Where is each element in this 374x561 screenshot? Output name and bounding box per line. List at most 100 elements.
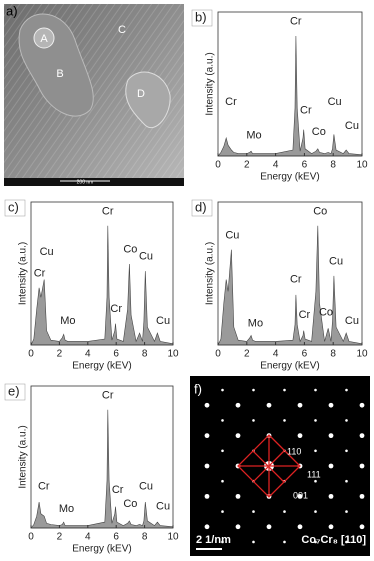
phase-label: Co₇Cr₈ [110] bbox=[301, 534, 366, 546]
plot-frame bbox=[217, 11, 363, 157]
diffraction-spot bbox=[204, 463, 210, 469]
spectrum bbox=[217, 225, 363, 346]
region-label: D bbox=[137, 88, 145, 100]
diffraction-spot bbox=[266, 524, 272, 530]
x-tick-label: 0 bbox=[215, 349, 221, 360]
peak-label: Cr bbox=[299, 309, 311, 321]
region-label: B bbox=[56, 68, 63, 80]
scale-bar-label: 2 1/nm bbox=[196, 534, 231, 546]
peak-label: Cu bbox=[345, 120, 359, 132]
diffraction-spot bbox=[252, 510, 255, 513]
diffraction-spot bbox=[314, 419, 317, 422]
spot-label: 001 bbox=[293, 490, 308, 500]
x-tick-label: 2 bbox=[244, 349, 250, 360]
diffraction-spot bbox=[328, 524, 334, 530]
panel-label: e) bbox=[8, 383, 20, 398]
x-axis-label: Energy (kEV) bbox=[260, 361, 319, 372]
diffraction-spot bbox=[359, 493, 365, 499]
diffraction-spot bbox=[204, 402, 210, 408]
peak-label: Co bbox=[319, 307, 333, 319]
x-tick-label: 0 bbox=[215, 160, 221, 171]
panel-label: d) bbox=[195, 199, 207, 214]
peak-label: Cr bbox=[102, 389, 114, 401]
peak-label: Cr bbox=[112, 484, 124, 496]
diffraction-spot bbox=[283, 510, 286, 513]
peak-label: Cu bbox=[156, 501, 170, 513]
diffraction-spot bbox=[221, 479, 224, 483]
diffraction-spot bbox=[221, 419, 224, 422]
x-tick-label: 8 bbox=[330, 349, 336, 360]
diffraction-spot bbox=[345, 449, 348, 453]
diffraction-spot bbox=[283, 388, 286, 392]
diffraction-spot bbox=[328, 433, 334, 439]
spectrum bbox=[30, 409, 174, 529]
diffraction-spot bbox=[359, 524, 365, 530]
diffraction-spot bbox=[314, 449, 317, 453]
x-tick-label: 10 bbox=[356, 349, 368, 360]
peak-label: Cu bbox=[139, 480, 153, 492]
diffraction-spot bbox=[345, 419, 348, 422]
peak-label: Mo bbox=[246, 130, 261, 142]
diffraction-spot bbox=[235, 402, 241, 408]
diffraction-spot bbox=[345, 479, 348, 483]
x-tick-label: 6 bbox=[113, 349, 119, 360]
peak-label: Cr bbox=[102, 205, 114, 217]
x-axis-label: Energy (kEV) bbox=[260, 172, 319, 183]
x-axis-label: Energy (kEV) bbox=[72, 544, 131, 555]
diffraction-spot bbox=[297, 493, 303, 499]
diffraction-spot bbox=[359, 433, 365, 439]
diffraction-spot bbox=[328, 463, 334, 469]
peak-label: Cr bbox=[34, 267, 46, 279]
peak-label: Cu bbox=[345, 315, 359, 327]
panel-label-box bbox=[191, 199, 213, 217]
diffraction-spot bbox=[297, 433, 303, 439]
peak-label: Cr bbox=[225, 96, 237, 108]
peak-label: Mo bbox=[60, 315, 75, 327]
spot-label: 110 bbox=[287, 446, 301, 456]
x-tick-label: 0 bbox=[28, 532, 34, 543]
diffraction-spot bbox=[252, 388, 255, 392]
peak-label: Co bbox=[313, 205, 327, 217]
diffraction-spot bbox=[314, 540, 317, 544]
spectrum bbox=[217, 35, 363, 157]
x-tick-label: 8 bbox=[142, 349, 148, 360]
peak-label: Cu bbox=[328, 96, 342, 108]
peak-label: Cu bbox=[329, 255, 343, 267]
diffraction-spot bbox=[235, 433, 241, 439]
diffraction-spot bbox=[252, 419, 255, 422]
diffraction-spot bbox=[314, 479, 317, 483]
x-tick-label: 2 bbox=[244, 160, 250, 171]
panel-label: c) bbox=[8, 199, 19, 214]
diffraction-spot bbox=[204, 433, 210, 439]
diffraction-spot bbox=[314, 388, 317, 392]
peak-label: Cu bbox=[156, 315, 170, 327]
peak-label: Cr bbox=[300, 104, 312, 116]
tem-image: a) A B C D 200 nm bbox=[4, 3, 184, 186]
x-tick-label: 10 bbox=[167, 349, 179, 360]
diffraction-spot bbox=[328, 402, 334, 408]
peak-label: Co bbox=[312, 126, 326, 138]
diffraction-spot bbox=[283, 540, 286, 544]
diffraction-spot bbox=[235, 493, 241, 499]
diffraction-spot bbox=[328, 493, 334, 499]
diffraction-spot bbox=[235, 524, 241, 530]
region-label: C bbox=[118, 24, 126, 36]
diffraction-spot bbox=[345, 510, 348, 513]
diffraction-spot bbox=[266, 402, 272, 408]
spot-label: 111 bbox=[307, 469, 321, 479]
panel-label: f) bbox=[194, 381, 202, 396]
diffraction-spot bbox=[314, 510, 317, 513]
diffraction-spot bbox=[221, 540, 224, 544]
diffraction-spot bbox=[221, 510, 224, 513]
diffraction-spot bbox=[345, 388, 348, 392]
x-tick-label: 10 bbox=[356, 160, 368, 171]
y-axis-label: Intensity (a.u.) bbox=[18, 425, 29, 488]
peak-label: Cu bbox=[139, 251, 153, 263]
x-tick-label: 4 bbox=[273, 160, 279, 171]
x-tick-label: 10 bbox=[167, 532, 179, 543]
diffraction-spot bbox=[283, 419, 286, 422]
diffraction-spot bbox=[359, 402, 365, 408]
panel-label-box bbox=[4, 199, 26, 217]
x-tick-label: 2 bbox=[57, 349, 63, 360]
